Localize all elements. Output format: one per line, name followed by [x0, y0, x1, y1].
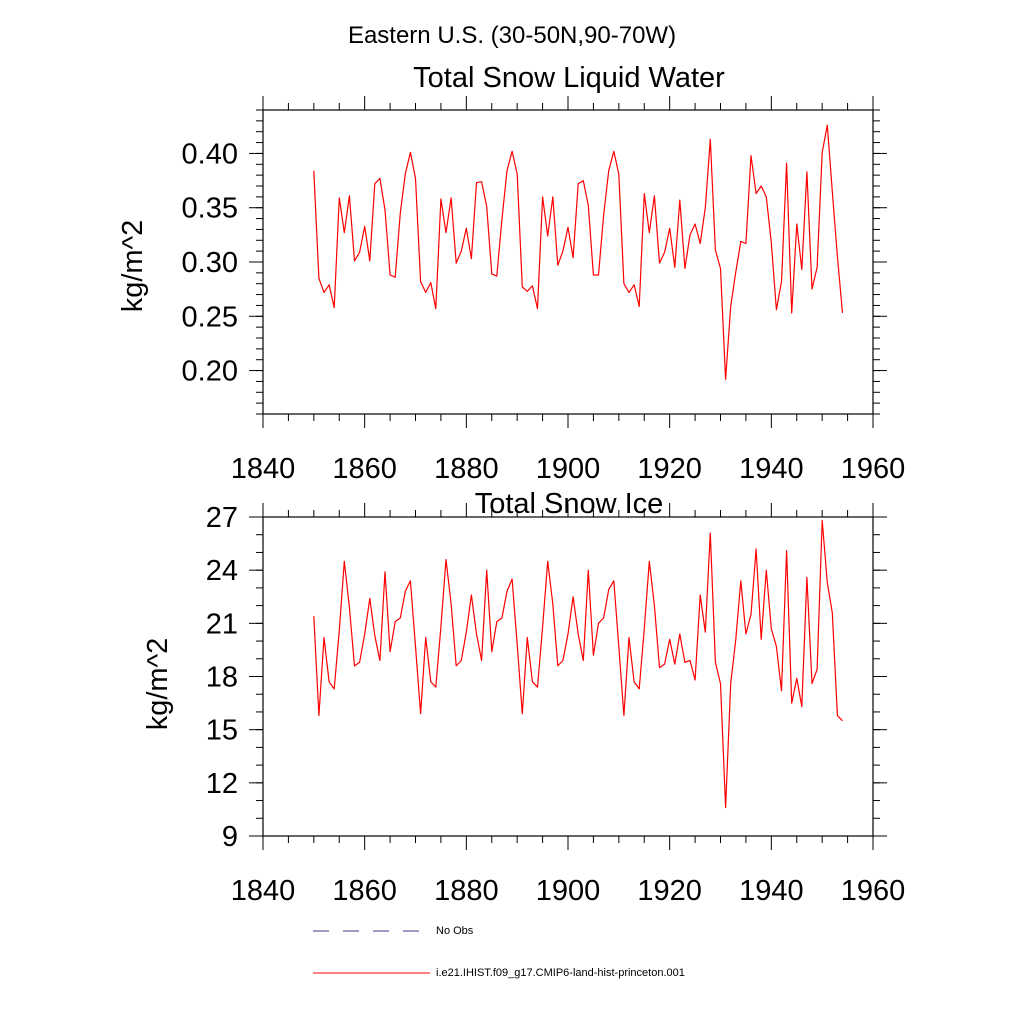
y-tick-label: 24 [206, 555, 238, 587]
plot-frame [262, 109, 874, 415]
x-tick-label: 1900 [536, 453, 601, 485]
y-axis-label: kg/m^2 [117, 220, 149, 313]
figure-suptitle: Eastern U.S. (30-50N,90-70W) [348, 22, 676, 49]
axes: 1840 1860 1880 1900 1920 1940 1960 9 12 15 18 21 24 2… [206, 502, 906, 907]
x-tick-label: 1920 [637, 875, 702, 907]
legend: No Obs i.e21.IHIST.f09_g17.CMIP6-land-hi… [313, 925, 685, 979]
y-tick-label: 0.25 [182, 301, 238, 333]
legend-label-no-obs: No Obs [436, 925, 474, 937]
series-line-model [313, 124, 844, 380]
y-tick-label: 27 [206, 502, 238, 534]
y-tick-label: 0.40 [182, 138, 238, 170]
x-tick-label: 1840 [231, 875, 296, 907]
x-tick-label: 1960 [841, 453, 906, 485]
x-tick-label: 1880 [434, 453, 499, 485]
y-tick-label: 0.30 [182, 247, 238, 279]
x-tick-label: 1880 [434, 875, 499, 907]
x-tick-label: 1940 [739, 453, 804, 485]
y-tick-label: 15 [206, 715, 238, 747]
panel-snow-liquid-water: Total Snow Liquid Water kg/m^2 1840 1860 1… [117, 62, 905, 485]
axes: 1840 1860 1880 1900 1920 1940 1960 0.20 0.25 0.30… [182, 96, 906, 485]
series-group [313, 519, 843, 809]
legend-label-model: i.e21.IHIST.f09_g17.CMIP6-land-hist-prin… [436, 967, 685, 979]
y-tick-label: 0.35 [182, 193, 238, 225]
x-tick-label: 1840 [231, 453, 296, 485]
series-group [313, 124, 844, 380]
chart-title: Total Snow Ice [475, 488, 664, 520]
y-tick-label: 0.20 [182, 356, 238, 388]
x-tick-label: 1860 [332, 453, 397, 485]
x-tick-label: 1860 [332, 875, 397, 907]
y-axis-label: kg/m^2 [142, 638, 174, 731]
x-tick-label: 1900 [536, 875, 601, 907]
x-tick-label: 1920 [637, 453, 702, 485]
series-line-model [313, 519, 843, 809]
y-tick-label: 12 [206, 768, 238, 800]
y-tick-label: 18 [206, 662, 238, 694]
x-tick-label: 1960 [841, 875, 906, 907]
y-tick-label: 21 [206, 608, 238, 640]
y-tick-label: 9 [222, 821, 238, 853]
panel-snow-ice: Total Snow Ice kg/m^2 1840 1860 1880 1900 19… [142, 488, 905, 907]
chart-title: Total Snow Liquid Water [413, 62, 725, 94]
x-tick-label: 1940 [739, 875, 804, 907]
